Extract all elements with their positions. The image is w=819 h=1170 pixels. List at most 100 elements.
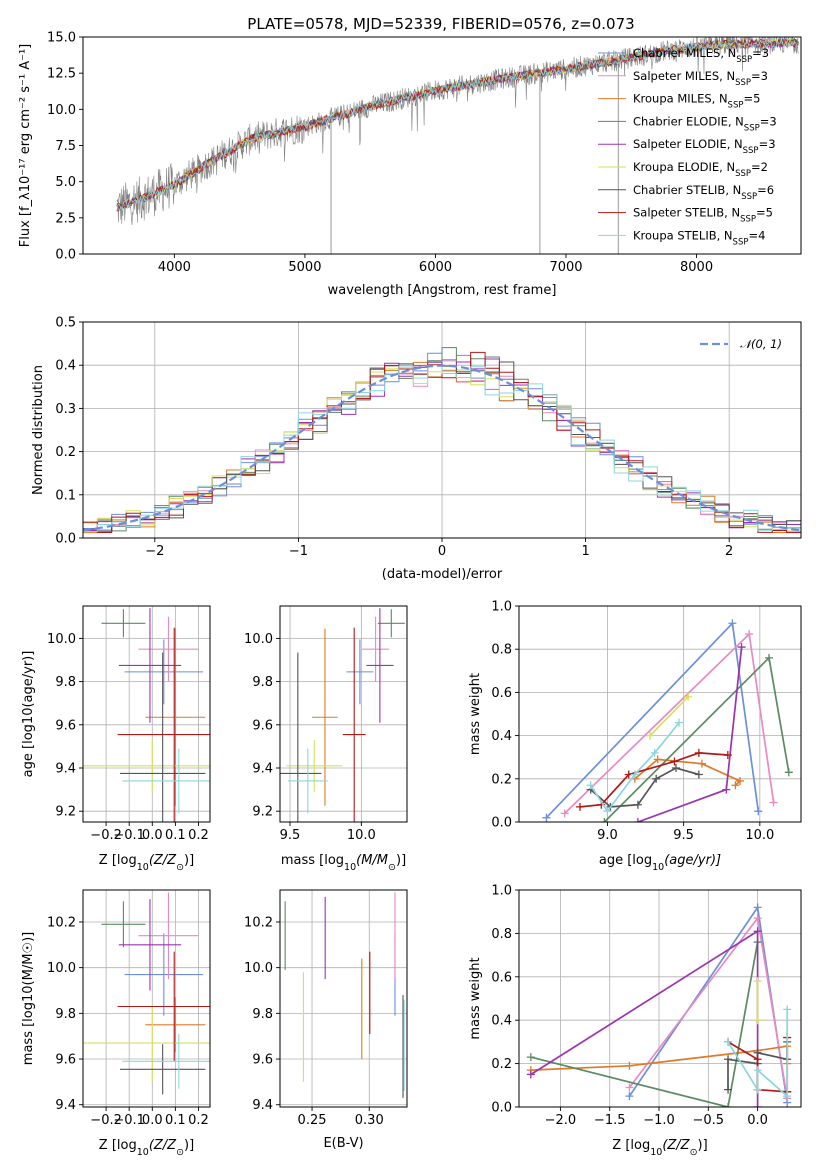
weight-marker <box>728 619 737 628</box>
weight-marker <box>625 1092 634 1101</box>
x-tick-label: 0 <box>438 544 446 559</box>
legend-entry-text: Salpeter MILES, N <box>633 69 735 83</box>
errorbar-point <box>122 1033 210 1089</box>
y-tick-label: 9.6 <box>252 718 273 733</box>
errorbar-point <box>138 616 199 682</box>
weight-marker <box>575 802 584 811</box>
axes-frame <box>518 605 802 823</box>
weight-marker <box>753 914 762 923</box>
x-axis-label-sub: ⊙ <box>388 862 396 873</box>
weight-marker <box>670 757 679 766</box>
x-tick-label: 10.0 <box>347 828 376 843</box>
weight-lines <box>526 903 792 1107</box>
x-axis-label-sub: ⊙ <box>176 862 184 873</box>
y-tick-label: 9.8 <box>252 675 273 690</box>
legend-entry-count: =3 <box>760 114 777 128</box>
y-tick-label: 9.6 <box>55 1053 76 1068</box>
legend-entry-count: =2 <box>751 160 768 174</box>
y-tick-label: 0.1 <box>55 488 76 503</box>
residuals-legend: 𝒩(0, 1) <box>700 337 782 351</box>
y-tick-label: 15.0 <box>47 31 76 46</box>
weight-series <box>633 643 746 822</box>
weight-vs-age-panel: 9.0 9.5 10.0 0.0 0.2 0.4 0.6 0.8 1.0 age [log10(a… <box>468 600 802 873</box>
y-tick-label: 7.5 <box>55 139 76 154</box>
weight-marker <box>653 755 662 764</box>
y-tick-label: 0.0 <box>491 816 512 831</box>
errorbars <box>280 608 405 822</box>
errorbar-point <box>101 609 146 638</box>
x-axis-label: Z [log10(Z/Z⊙)] <box>99 1138 194 1158</box>
errorbar-point <box>145 997 206 1053</box>
errorbar-point <box>118 608 182 723</box>
y-tick-label: 10.2 <box>47 915 76 930</box>
x-axis-label-sub: 10 <box>652 862 664 873</box>
x-axis-label: age [log10(age/yr)] <box>599 853 721 873</box>
weight-marker <box>753 1103 762 1107</box>
x-tick-label: 8000 <box>680 260 713 275</box>
legend-entry-sub: SSP <box>735 78 751 88</box>
x-tick-label: −2.0 <box>545 1113 577 1128</box>
mass-vs-EBV-panel: 0.25 0.30 9.4 9.6 9.8 10.0 10.2 E(B-V) <box>244 889 408 1151</box>
y-tick-label: 0.0 <box>491 1101 512 1116</box>
weight-marker <box>586 781 595 790</box>
errorbar-point <box>377 609 405 638</box>
y-tick-label: 0.8 <box>491 643 512 658</box>
y-tick-label: 0.2 <box>55 445 76 460</box>
y-axis-label: Normed distribution <box>31 365 46 495</box>
weight-marker <box>784 768 793 777</box>
y-tick-label: 0.6 <box>491 686 512 701</box>
legend-entry-count: =6 <box>757 183 774 197</box>
y-axis-label: mass weight <box>468 673 483 755</box>
legend-entry-sub: SSP <box>728 101 744 111</box>
y-tick-label: 9.2 <box>252 805 273 820</box>
errorbar-point <box>118 899 182 991</box>
y-tick-label: 9.4 <box>252 1098 273 1113</box>
weight-marker <box>675 718 684 727</box>
x-axis-label: Z [log10(Z/Z⊙)] <box>99 853 194 873</box>
y-tick-label: 10.0 <box>47 103 76 118</box>
spectrum-panel: 4000 5000 6000 7000 8000 0.0 2.5 5.0 7.5 10.0 12.5… <box>18 31 802 298</box>
x-axis-label-sub: ⊙ <box>690 1147 698 1158</box>
x-tick-label: 6000 <box>419 260 452 275</box>
errorbar-point <box>119 652 206 822</box>
errorbar-point <box>117 951 210 1062</box>
weight-marker <box>625 1061 634 1070</box>
errorbar-point <box>280 652 322 822</box>
y-axis-label: Flux [f_λ10⁻¹⁷ erg cm⁻² s⁻¹ A⁻¹] <box>18 44 33 248</box>
legend-entry-text: Kroupa STELIB, N <box>633 228 733 242</box>
y-tick-label: 0.8 <box>491 927 512 942</box>
weight-series <box>586 718 684 816</box>
x-tick-label: −0.2 <box>90 1113 122 1128</box>
errorbar-point <box>366 608 394 723</box>
y-tick-label: 2.5 <box>55 211 76 226</box>
x-axis-label-sub: 10 <box>137 862 149 873</box>
y-tick-label: 10.0 <box>47 632 76 647</box>
weight-series <box>724 1005 792 1101</box>
x-axis-label: mass [log10(M/M⊙)] <box>281 853 406 873</box>
histograms <box>83 347 801 534</box>
legend-entry-sub: SSP <box>741 192 757 202</box>
legend-entry-sub: SSP <box>740 215 756 225</box>
weight-series <box>526 938 762 1107</box>
y-axis-label: mass [log10(M/M☉)] <box>21 932 36 1065</box>
weight-marker <box>630 770 639 779</box>
errorbars <box>83 892 210 1095</box>
x-tick-label: 7000 <box>549 260 582 275</box>
weight-marker <box>764 653 773 662</box>
weight-marker <box>633 818 642 822</box>
y-tick-label: 9.6 <box>252 1053 273 1068</box>
errorbar-point <box>124 933 204 1016</box>
weight-marker <box>753 903 762 912</box>
axes-frame <box>279 889 408 1108</box>
y-tick-label: 0.3 <box>55 402 76 417</box>
weight-marker <box>625 1083 634 1092</box>
legend-entry-text: Salpeter STELIB, N <box>633 206 740 220</box>
errorbar-point <box>119 1044 206 1095</box>
x-axis-label: wavelength [Angstrom, rest frame] <box>328 283 557 298</box>
y-tick-label: 0.0 <box>55 248 76 263</box>
x-tick-label: −1 <box>289 544 308 559</box>
errorbars <box>284 892 405 1098</box>
errorbar-point <box>145 628 206 806</box>
